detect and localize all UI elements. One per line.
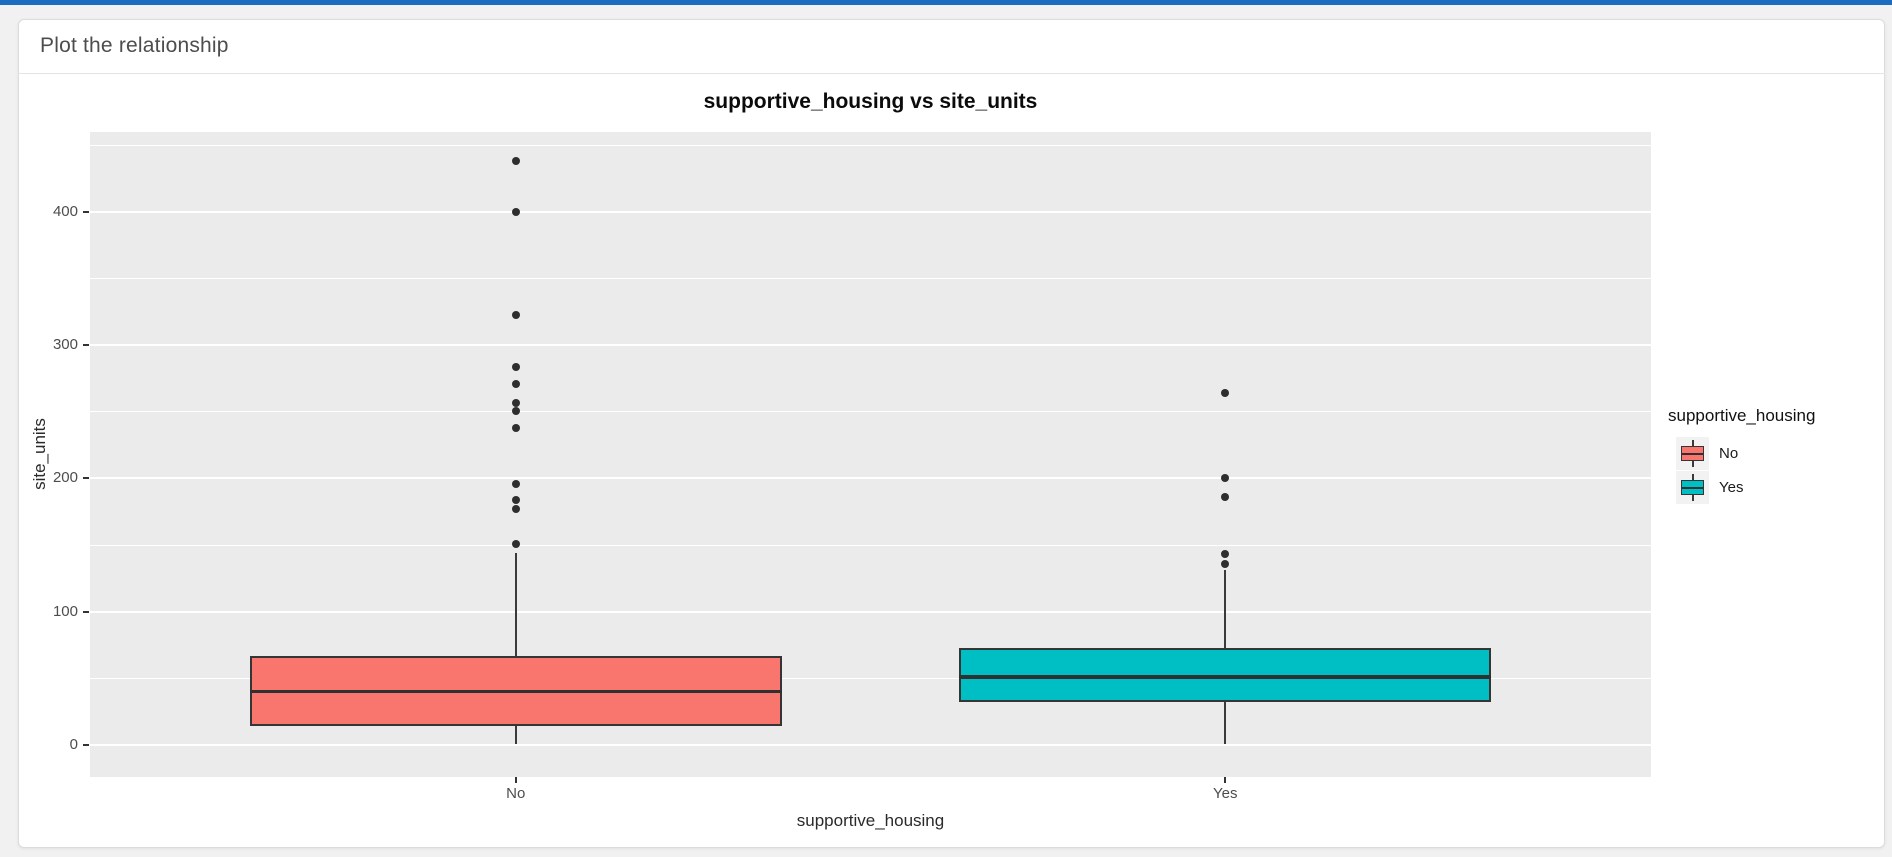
outlier-point <box>511 310 520 319</box>
boxplot-median <box>959 675 1492 679</box>
top-accent-bar <box>0 0 1892 5</box>
key-box <box>1681 480 1704 495</box>
outlier-point <box>511 398 520 407</box>
gridline-minor <box>90 544 1651 546</box>
y-tick-label: 300 <box>52 336 78 354</box>
y-tick-mark <box>83 744 89 747</box>
y-tick-label: 100 <box>52 602 78 620</box>
outlier-point <box>511 406 520 415</box>
outlier-point <box>511 539 520 548</box>
gridline-major <box>90 477 1651 480</box>
legend-label: Yes <box>1719 479 1744 496</box>
boxplot-box <box>959 647 1492 703</box>
outlier-point <box>511 362 520 371</box>
outlier-point <box>511 207 520 216</box>
outlier-point <box>1221 559 1230 568</box>
outlier-point <box>511 505 520 514</box>
gridline-major <box>90 744 1651 747</box>
boxplot-whisker <box>514 553 517 744</box>
y-tick-mark <box>83 477 89 480</box>
y-tick-label: 200 <box>52 469 78 487</box>
outlier-point <box>511 479 520 488</box>
boxplot-median <box>249 690 782 694</box>
key-median-line <box>1682 452 1703 455</box>
y-tick-mark <box>83 344 89 347</box>
gridline-major <box>90 344 1651 347</box>
chart-title: supportive_housing vs site_units <box>703 90 1038 113</box>
y-tick-label: 400 <box>52 202 78 220</box>
gridline-minor <box>90 677 1651 679</box>
outlier-point <box>511 423 520 432</box>
y-tick-label: 0 <box>69 736 78 754</box>
card-section-title: Plot the relationship <box>40 34 229 57</box>
boxplot-key-icon <box>1676 437 1709 470</box>
gridline-minor <box>90 278 1651 280</box>
key-box <box>1681 446 1704 461</box>
x-tick-label: No <box>506 785 526 802</box>
card-header: Plot the relationship <box>18 19 1885 74</box>
gridline-major <box>90 210 1651 213</box>
x-tick-mark <box>514 777 517 783</box>
gridline-major <box>90 610 1651 613</box>
legend-label: No <box>1719 445 1739 462</box>
outlier-point <box>1221 389 1230 398</box>
outlier-point <box>1221 474 1230 483</box>
legend-entry-no: No <box>1668 437 1878 470</box>
outlier-point <box>511 495 520 504</box>
y-tick-mark <box>83 210 89 213</box>
gridline-minor <box>90 144 1651 146</box>
legend-title: supportive_housing <box>1668 406 1816 425</box>
outlier-point <box>1221 493 1230 502</box>
boxplot-key-icon <box>1676 471 1709 504</box>
legend-entry-yes: Yes <box>1668 471 1878 504</box>
x-axis-title: supportive_housing <box>796 811 945 830</box>
outlier-point <box>511 379 520 388</box>
key-median-line <box>1682 486 1703 489</box>
outlier-point <box>511 157 520 166</box>
legend: supportive_housing No Yes <box>1668 406 1878 505</box>
outlier-point <box>1221 550 1230 559</box>
x-tick-mark <box>1224 777 1227 783</box>
x-tick-label: Yes <box>1213 785 1238 802</box>
y-tick-mark <box>83 610 89 613</box>
gridline-minor <box>90 411 1651 413</box>
